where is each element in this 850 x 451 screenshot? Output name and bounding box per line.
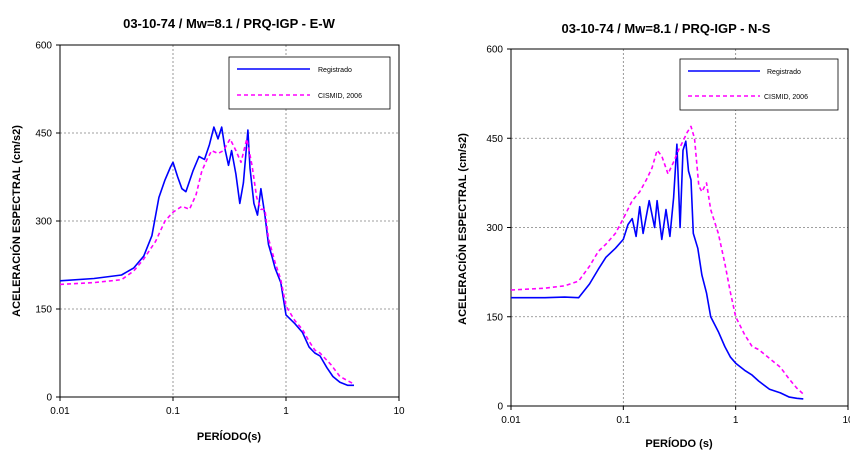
legend-box xyxy=(228,56,391,110)
legend-label-registrado: Registrado xyxy=(318,67,352,74)
chart-title: 03-10-74 / Mw=8.1 / PRQ-IGP - N-S xyxy=(562,21,771,36)
y-tick-label: 0 xyxy=(497,402,503,413)
x-axis-label: PERÍODO(s) xyxy=(197,430,262,443)
series-line-registrado xyxy=(59,126,354,387)
series-lines xyxy=(59,126,355,387)
grid xyxy=(60,45,399,397)
tick-labels: 0.01 0.1 1 10 0 150 300 450 600 xyxy=(486,45,850,427)
x-tick-label: 0.1 xyxy=(166,406,180,417)
x-tick-label: 10 xyxy=(842,415,850,426)
legend-label-registrado: Registrado xyxy=(767,69,801,76)
y-tick-label: 150 xyxy=(486,312,503,323)
legend-box xyxy=(679,58,839,111)
legend: Registrado CISMID, 2006 xyxy=(228,56,391,110)
x-tick-label: 1 xyxy=(283,406,289,417)
series-line-cismid-2006 xyxy=(59,138,355,385)
y-tick-label: 450 xyxy=(486,134,503,145)
x-tick-label: 0.01 xyxy=(501,415,521,426)
x-axis-label: PERÍODO (s) xyxy=(645,437,713,450)
y-tick-label: 600 xyxy=(486,45,503,56)
y-tick-label: 450 xyxy=(35,129,52,140)
y-tick-label: 150 xyxy=(35,305,52,316)
y-axis-label: ACELERACIÓN ESPECTRAL (cm/s2) xyxy=(456,133,469,325)
series-line-registrado xyxy=(511,140,804,400)
chart-ns: 03-10-74 / Mw=8.1 / PRQ-IGP - N-S 0.01 0.… xyxy=(456,21,850,450)
legend: Registrado CISMID, 2006 xyxy=(679,58,839,111)
x-tick-label: 10 xyxy=(393,406,405,417)
x-tick-label: 1 xyxy=(733,415,739,426)
y-tick-label: 0 xyxy=(46,393,52,404)
series-line-cismid-2006 xyxy=(510,125,804,395)
y-tick-label: 300 xyxy=(35,217,52,228)
x-tick-label: 0.1 xyxy=(616,415,630,426)
legend-label-cismid: CISMID, 2006 xyxy=(764,94,808,101)
legend-label-cismid: CISMID, 2006 xyxy=(318,93,362,100)
chart-title: 03-10-74 / Mw=8.1 / PRQ-IGP - E-W xyxy=(123,16,336,31)
tick-labels: 0.01 0.1 1 10 0 150 300 450 600 xyxy=(35,41,405,418)
y-tick-label: 600 xyxy=(35,41,52,52)
x-tick-label: 0.01 xyxy=(50,406,70,417)
y-tick-label: 300 xyxy=(486,223,503,234)
y-axis-label: ACELERACIÓN ESPECTRAL (cm/s2) xyxy=(10,125,23,317)
series-lines xyxy=(510,125,804,400)
chart-ew: 03-10-74 / Mw=8.1 / PRQ-IGP - E-W 0.01 0.… xyxy=(10,16,405,443)
